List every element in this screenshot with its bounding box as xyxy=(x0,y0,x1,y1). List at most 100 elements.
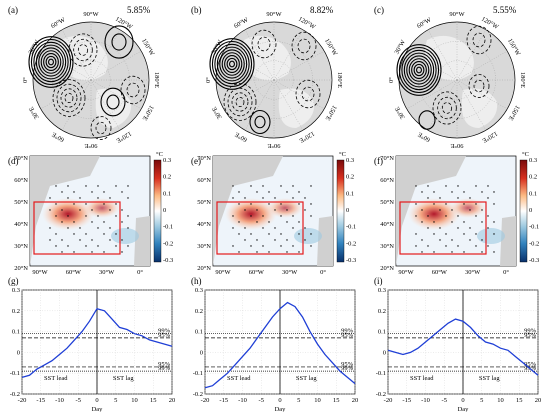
significance-dot xyxy=(49,239,51,241)
colorbar-tick: -0.1 xyxy=(529,224,539,231)
x-tick-label: 5 xyxy=(480,397,483,404)
significance-dot xyxy=(85,233,87,235)
significance-dot xyxy=(250,185,252,187)
significance-dot xyxy=(238,233,240,235)
significance-dot xyxy=(250,203,252,205)
significance-dot xyxy=(49,209,51,211)
y-tick-label: -0.2 xyxy=(376,391,386,398)
longitude-label: 30°E xyxy=(211,105,224,120)
longitude-label: 90°W xyxy=(83,11,99,18)
significance-dot xyxy=(232,215,234,217)
x-tick-label: -5 xyxy=(259,397,264,404)
significance-label: 95% xyxy=(341,332,354,339)
significance-dot xyxy=(73,203,75,205)
significance-dot xyxy=(115,185,117,187)
significance-dot xyxy=(121,239,123,241)
significance-dot xyxy=(445,245,447,247)
x-tick-label: -20 xyxy=(384,397,393,404)
longitude-label: 0° xyxy=(205,77,212,83)
colorbar-tick: 0.1 xyxy=(529,190,537,197)
significance-dot xyxy=(457,215,459,217)
significance-dot xyxy=(451,191,453,193)
panel-a: (a) 5.85% 90°W120°W150°W180°E150°E120°E9… xyxy=(8,5,160,149)
significance-dot xyxy=(238,191,240,193)
latitude-label: 70°N xyxy=(380,155,394,162)
land-shape xyxy=(134,216,150,266)
meridian-line xyxy=(61,79,92,131)
warm-anomaly xyxy=(450,198,486,218)
significance-dot xyxy=(67,197,69,199)
longitude-label: 30°W xyxy=(465,269,481,276)
colorbar-tick: -0.3 xyxy=(529,257,539,264)
x-tick-label: -5 xyxy=(442,397,447,404)
annotation-sst-lead: SST lead xyxy=(227,375,251,382)
significance-dot xyxy=(274,239,276,241)
latitude-label: 50°N xyxy=(380,199,394,206)
significance-dot xyxy=(232,227,234,229)
significance-dot xyxy=(487,215,489,217)
significance-dot xyxy=(109,197,111,199)
significance-dot xyxy=(304,209,306,211)
significance-label: 99% xyxy=(341,365,354,372)
significance-dot xyxy=(493,221,495,223)
significance-dot xyxy=(49,227,51,229)
land-shape xyxy=(317,216,333,266)
significance-dot xyxy=(286,251,288,253)
x-tick-label: 20 xyxy=(535,397,542,404)
longitude-label: 180°E xyxy=(336,72,343,88)
contour-line xyxy=(111,33,127,51)
contour-line xyxy=(468,74,490,98)
significance-dot xyxy=(475,215,477,217)
significance-dot xyxy=(91,191,93,193)
contour-line xyxy=(416,66,422,74)
contour-line xyxy=(40,50,62,74)
significance-dot xyxy=(91,239,93,241)
x-tick-label: 15 xyxy=(333,397,340,404)
significance-dot xyxy=(469,209,471,211)
significance-dot xyxy=(103,251,105,253)
longitude-label: 90°E xyxy=(450,142,463,149)
x-tick-label: -10 xyxy=(421,397,430,404)
y-tick-label: 0 xyxy=(200,349,203,356)
longitude-label: 60°E xyxy=(234,130,249,143)
significance-dot xyxy=(298,203,300,205)
contour-line xyxy=(257,36,271,52)
warm-anomaly xyxy=(267,198,303,218)
significance-dot xyxy=(238,221,240,223)
x-tick-label: -10 xyxy=(238,397,247,404)
latitude-label: 70°N xyxy=(14,155,28,162)
x-tick-label: 0 xyxy=(95,397,98,404)
significance-dot xyxy=(79,197,81,199)
colorbar-unit: °C xyxy=(339,151,346,158)
significance-label: 99% xyxy=(158,328,171,335)
variance-percent: 5.85% xyxy=(127,5,151,15)
colorbar-gradient xyxy=(153,159,162,263)
longitude-label: 0° xyxy=(137,269,143,276)
meridian-line xyxy=(90,50,142,81)
latitude-label: 30°N xyxy=(14,243,28,250)
x-tick-label: 10 xyxy=(497,397,504,404)
contour-line xyxy=(95,121,107,135)
significance-dot xyxy=(115,245,117,247)
latitude-label: 60°N xyxy=(197,177,211,184)
significance-dot xyxy=(421,191,423,193)
contour-line xyxy=(473,79,485,93)
x-tick-label: 0 xyxy=(461,397,464,404)
contour-line xyxy=(100,87,126,117)
longitude-label: 60°W xyxy=(66,269,82,276)
contour-line xyxy=(413,63,425,77)
panel-f: (f) 70°N 60°N 50°N 40°N 30°N 20°N 90°W 60°W 30°W… xyxy=(374,151,539,276)
x-tick-label: -15 xyxy=(402,397,411,404)
colorbar-tick: -0.3 xyxy=(163,257,173,264)
significance-dot xyxy=(475,185,477,187)
significance-dot xyxy=(451,239,453,241)
colorbar-gradient xyxy=(336,159,345,263)
longitude-label: 60°W xyxy=(432,269,448,276)
significance-dot xyxy=(103,221,105,223)
significance-dot xyxy=(298,221,300,223)
significance-dot xyxy=(91,209,93,211)
y-tick-label: 0.1 xyxy=(195,329,203,336)
panel-e: (e) 70°N 60°N 50°N 40°N 30°N 20°N 90°W 60°W 30°W… xyxy=(191,151,356,276)
significance-dot xyxy=(445,185,447,187)
region-box xyxy=(399,201,487,255)
